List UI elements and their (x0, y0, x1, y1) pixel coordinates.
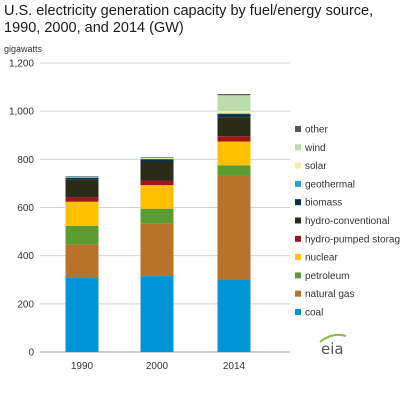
bar-segment (217, 141, 251, 166)
y-tick-label: 800 (17, 155, 34, 166)
bar-segment (217, 136, 251, 142)
x-tick-label: 2014 (223, 361, 246, 372)
y-axis-label: gigawatts (4, 44, 43, 54)
legend-swatch (295, 126, 301, 132)
bar-segment (217, 95, 251, 111)
legend-swatch (295, 272, 301, 279)
bar-segment (217, 165, 251, 176)
legend: other wind solar geothermal biomass hydro-con… (295, 125, 400, 319)
bar-segment (65, 179, 99, 198)
legend-label: biomass (305, 198, 342, 209)
legend-label: petroleum (305, 271, 349, 282)
bar-segment (217, 175, 251, 280)
bar-segment (217, 117, 251, 137)
legend-label: nuclear (305, 253, 338, 264)
legend-swatch (295, 162, 301, 169)
bar-segment (140, 158, 174, 160)
eia-logo: eia (319, 333, 347, 358)
bar-segment (65, 201, 99, 226)
bar-segment (140, 276, 174, 352)
legend-label: natural gas (305, 289, 354, 300)
y-tick-label: 1,000 (9, 107, 34, 118)
legend-swatch (295, 199, 301, 206)
legend-label: hydro-pumped storage (305, 234, 400, 245)
x-axis-ticks: 1990 2000 2014 (71, 361, 246, 372)
legend-swatch (295, 235, 301, 242)
legend-label: solar (305, 161, 327, 172)
bar-segment (65, 176, 99, 178)
bar-segment (140, 185, 174, 209)
legend-label: coal (305, 308, 323, 319)
y-tick-label: 0 (28, 348, 34, 359)
legend-swatch (295, 309, 301, 315)
bar-segment (217, 94, 251, 96)
chart-title-line-2: 1990, 2000, and 2014 (GW) (4, 20, 184, 36)
legend-swatch (295, 217, 301, 224)
bar-segment (65, 244, 99, 279)
bar-segment (217, 113, 251, 115)
legend-swatch (295, 290, 301, 297)
legend-label: other (305, 125, 328, 136)
eia-logo-swoosh (319, 333, 347, 343)
y-tick-label: 400 (17, 251, 34, 262)
y-tick-label: 600 (17, 203, 34, 214)
bar-segment (140, 157, 174, 159)
y-tick-label: 1,200 (9, 59, 34, 70)
legend-swatch (295, 180, 301, 187)
x-tick-label: 2000 (146, 361, 169, 372)
legend-swatch (295, 144, 301, 151)
bar-segment (140, 157, 174, 158)
bar-segment (140, 223, 174, 277)
bar-segment (65, 225, 99, 245)
bar-segment (140, 180, 174, 186)
bar-segment (65, 197, 99, 202)
chart-title-line-1: U.S. electricity generation capacity by … (4, 3, 374, 19)
bar-segment (65, 177, 99, 178)
bar-segment (140, 208, 174, 224)
bar-segment (65, 177, 99, 180)
bar-segment (217, 279, 251, 352)
bar-segment (140, 161, 174, 181)
x-tick-label: 1990 (71, 361, 94, 372)
bar-segment (140, 158, 174, 159)
chart-title: U.S. electricity generation capacity by … (4, 3, 396, 37)
bar-segment (65, 278, 99, 352)
bar-segment (65, 176, 99, 177)
legend-label: hydro-conventional (305, 216, 390, 227)
bar-segment (217, 114, 251, 118)
y-tick-label: 200 (17, 299, 34, 310)
bar-segment (140, 159, 174, 162)
eia-logo-text: eia (321, 340, 344, 358)
bar-segment (217, 110, 251, 114)
bars (65, 94, 251, 352)
legend-swatch (295, 254, 301, 261)
y-axis-ticks: 0 200 400 600 800 1,000 1,200 (9, 59, 34, 359)
legend-label: wind (304, 143, 326, 154)
legend-label: geothermal (305, 179, 355, 190)
